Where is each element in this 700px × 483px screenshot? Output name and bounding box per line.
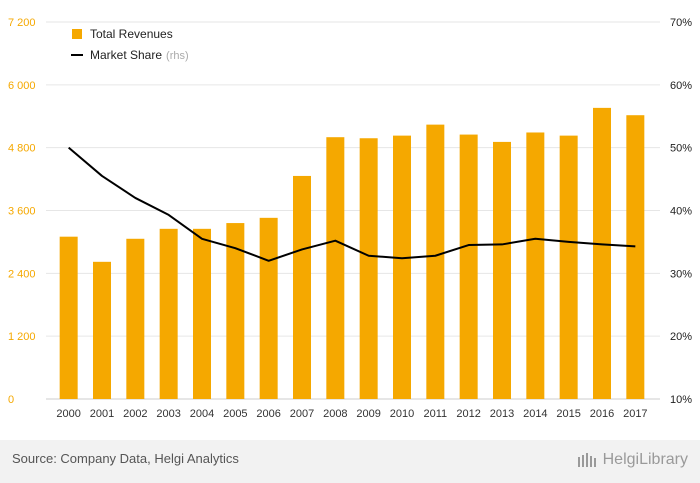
legend-swatch-total-revenues (72, 29, 82, 39)
x-tick-label: 2014 (523, 408, 547, 420)
legend-label-market-share: Market Share (rhs) (90, 48, 189, 62)
left-tick-label: 3 600 (8, 206, 36, 218)
legend-market-share-suffix: (rhs) (166, 50, 189, 62)
bar-2000 (59, 236, 78, 399)
x-tick-label: 2008 (323, 408, 347, 420)
x-tick-label: 2011 (424, 408, 448, 420)
bar-2016 (593, 107, 611, 399)
x-tick-label: 2015 (556, 408, 580, 420)
left-tick-label: 6 000 (8, 80, 36, 92)
x-tick-label: 2017 (623, 408, 647, 420)
bar-2006 (259, 217, 278, 399)
source-note: Source: Company Data, Helgi Analytics (12, 451, 239, 466)
revenue-bars (59, 107, 645, 400)
x-tick-label: 2016 (590, 408, 614, 420)
right-tick-label: 60% (670, 80, 692, 92)
right-tick-label: 20% (670, 331, 692, 343)
x-tick-label: 2012 (456, 408, 480, 420)
bar-2012 (459, 134, 478, 399)
left-tick-label: 4 800 (8, 143, 36, 155)
right-axis-ticks: 10% 20% 30% 40% 50% 60% 70% (670, 17, 692, 406)
right-tick-label: 40% (670, 206, 692, 218)
bar-2008 (326, 137, 345, 399)
bar-2007 (293, 175, 311, 399)
bar-2001 (93, 261, 111, 399)
right-tick-label: 30% (670, 268, 692, 280)
right-tick-label: 10% (670, 394, 692, 406)
left-tick-label: 2 400 (8, 268, 36, 280)
right-tick-label: 70% (670, 17, 692, 29)
legend-market-share-name: Market Share (90, 48, 162, 62)
market-share-line (68, 146, 636, 262)
x-tick-label: 2001 (90, 408, 114, 420)
bar-2017 (626, 115, 645, 400)
x-tick-label: 2000 (56, 408, 80, 420)
x-tick-label: 2013 (490, 408, 514, 420)
x-axis-ticks: 2000 2001 2002 2003 2004 2005 2006 2007 2008 2009… (56, 408, 647, 420)
bar-2013 (493, 141, 511, 399)
x-tick-label: 2005 (223, 408, 247, 420)
legend: Total Revenues Market Share (rhs) (71, 27, 189, 62)
gridlines (46, 21, 660, 400)
bar-2002 (126, 238, 145, 399)
x-tick-label: 2010 (390, 408, 414, 420)
bar-2010 (393, 135, 411, 400)
library-icon (577, 453, 596, 467)
bar-2005 (226, 223, 245, 399)
x-tick-label: 2004 (190, 408, 214, 420)
right-tick-label: 50% (670, 143, 692, 155)
bar-2014 (526, 132, 545, 400)
market-share-polyline (68, 146, 636, 262)
bar-2003 (159, 228, 178, 399)
bar-2011 (426, 124, 445, 399)
x-tick-label: 2006 (256, 408, 280, 420)
footer: Source: Company Data, Helgi Analytics He… (0, 440, 700, 483)
x-tick-label: 2002 (123, 408, 147, 420)
legend-label-total-revenues: Total Revenues (90, 27, 173, 41)
left-axis-ticks: 0 1 200 2 400 3 600 4 800 6 000 7 200 (8, 17, 36, 406)
bar-2009 (359, 138, 378, 399)
left-tick-label: 0 (8, 394, 14, 406)
x-tick-label: 2009 (356, 408, 380, 420)
chart: 0 1 200 2 400 3 600 4 800 6 000 7 200 10% 20% 30… (8, 17, 692, 420)
left-tick-label: 1 200 (8, 331, 36, 343)
x-tick-label: 2007 (290, 408, 314, 420)
x-tick-label: 2003 (156, 408, 180, 420)
brand-name: HelgiLibrary (602, 451, 688, 468)
bar-2015 (559, 135, 578, 400)
brand-logo: HelgiLibrary (577, 450, 688, 470)
bar-2004 (193, 228, 211, 399)
left-tick-label: 7 200 (8, 17, 36, 29)
